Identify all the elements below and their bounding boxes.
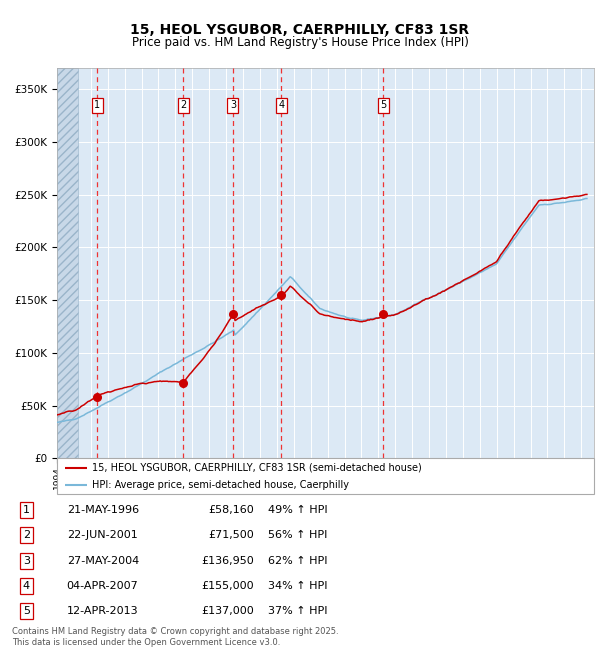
Text: 27-MAY-2004: 27-MAY-2004 <box>67 556 139 566</box>
Text: 3: 3 <box>230 100 236 110</box>
Text: £58,160: £58,160 <box>208 505 254 515</box>
Text: 21-MAY-1996: 21-MAY-1996 <box>67 505 139 515</box>
Text: 15, HEOL YSGUBOR, CAERPHILLY, CF83 1SR (semi-detached house): 15, HEOL YSGUBOR, CAERPHILLY, CF83 1SR (… <box>92 463 422 473</box>
Text: 1: 1 <box>23 505 30 515</box>
Bar <box>57 68 78 458</box>
Text: 15, HEOL YSGUBOR, CAERPHILLY, CF83 1SR: 15, HEOL YSGUBOR, CAERPHILLY, CF83 1SR <box>130 23 470 37</box>
Text: 2: 2 <box>23 530 30 540</box>
Text: 56% ↑ HPI: 56% ↑ HPI <box>268 530 328 540</box>
Text: HPI: Average price, semi-detached house, Caerphilly: HPI: Average price, semi-detached house,… <box>92 480 349 490</box>
Text: 4: 4 <box>23 581 30 591</box>
Text: 2: 2 <box>180 100 187 110</box>
Text: £71,500: £71,500 <box>208 530 254 540</box>
Text: 3: 3 <box>23 556 30 566</box>
Text: £136,950: £136,950 <box>201 556 254 566</box>
Text: 5: 5 <box>380 100 386 110</box>
Text: 37% ↑ HPI: 37% ↑ HPI <box>268 606 328 616</box>
Text: 34% ↑ HPI: 34% ↑ HPI <box>268 581 328 591</box>
Text: 5: 5 <box>23 606 30 616</box>
Text: £137,000: £137,000 <box>201 606 254 616</box>
Text: 4: 4 <box>278 100 284 110</box>
Text: 22-JUN-2001: 22-JUN-2001 <box>67 530 137 540</box>
Text: £155,000: £155,000 <box>201 581 254 591</box>
Text: 12-APR-2013: 12-APR-2013 <box>67 606 139 616</box>
Text: 04-APR-2007: 04-APR-2007 <box>67 581 139 591</box>
Text: 1: 1 <box>94 100 100 110</box>
Text: Contains HM Land Registry data © Crown copyright and database right 2025.
This d: Contains HM Land Registry data © Crown c… <box>12 627 338 647</box>
Text: 49% ↑ HPI: 49% ↑ HPI <box>268 505 328 515</box>
FancyBboxPatch shape <box>57 458 594 494</box>
Text: 62% ↑ HPI: 62% ↑ HPI <box>268 556 328 566</box>
Text: Price paid vs. HM Land Registry's House Price Index (HPI): Price paid vs. HM Land Registry's House … <box>131 36 469 49</box>
